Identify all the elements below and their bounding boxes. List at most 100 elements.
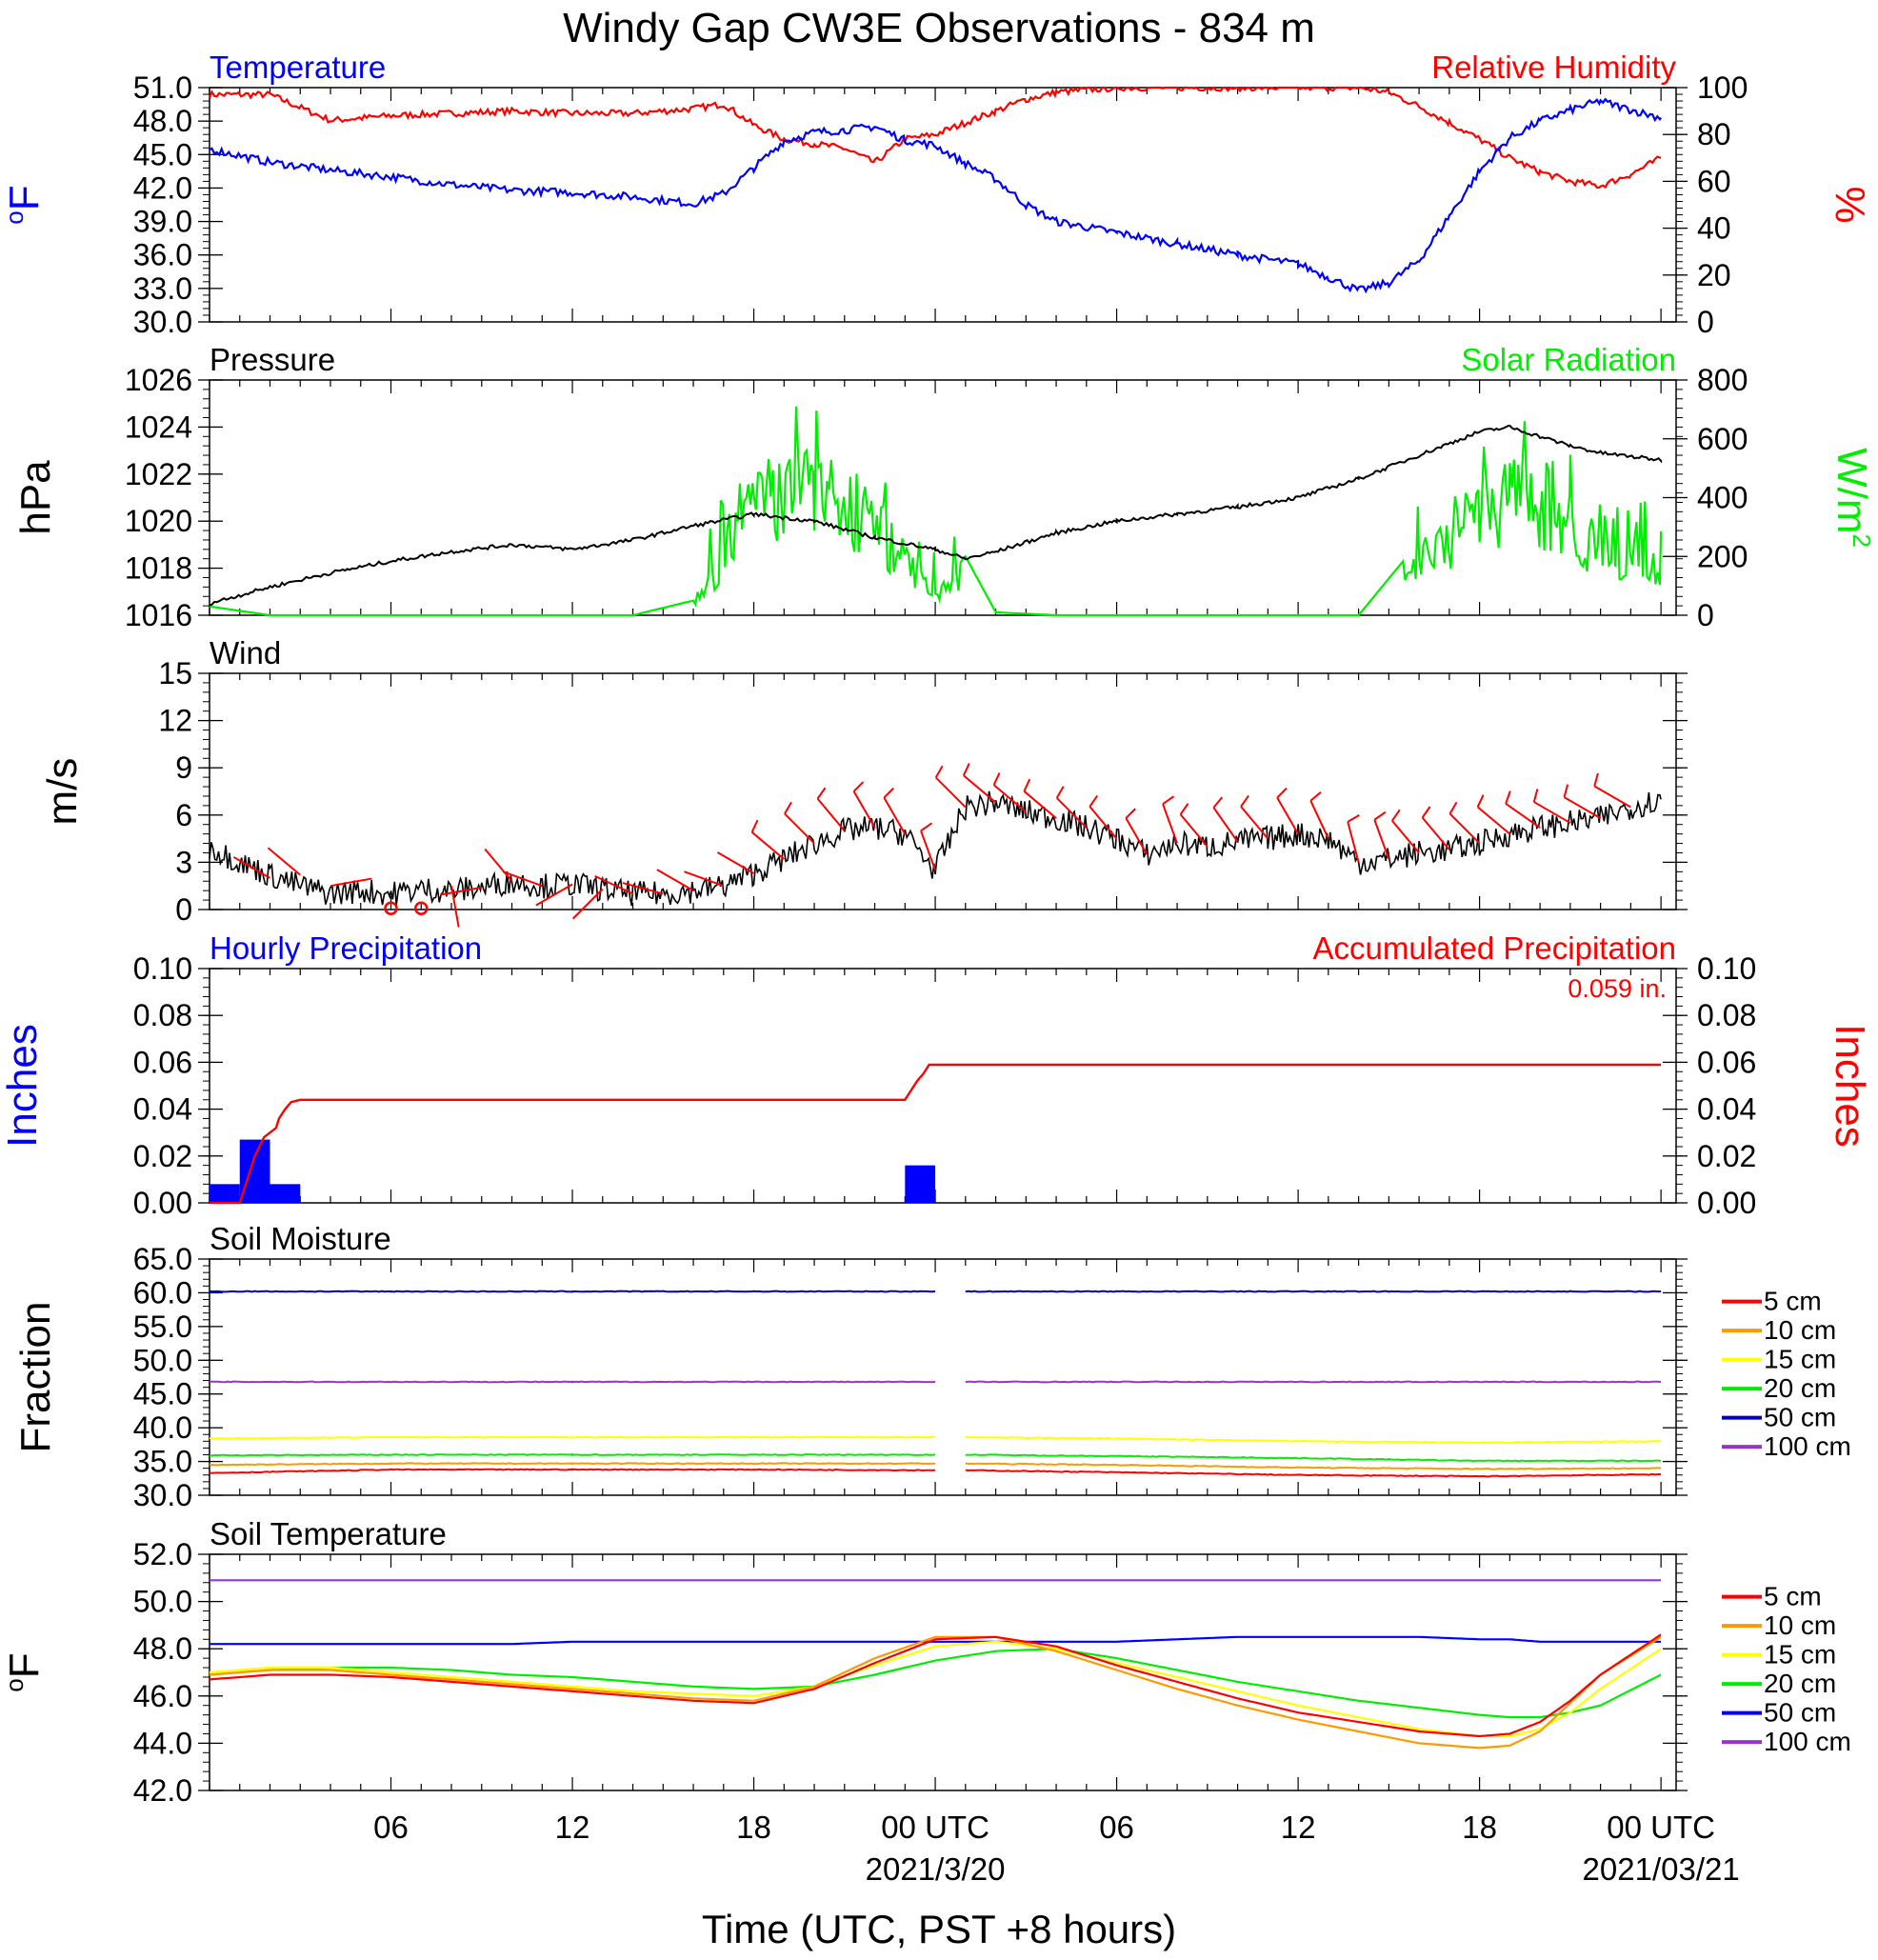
wind-barb — [656, 869, 694, 892]
legend-label: 5 cm — [1764, 1582, 1822, 1611]
wind-barb — [330, 877, 372, 888]
y-tick-label: 48.0 — [133, 104, 192, 138]
wind-barb-feather — [1309, 790, 1322, 802]
y2-tick-label: 0.06 — [1697, 1045, 1756, 1079]
plot-frame — [209, 1553, 1677, 1791]
y-tick-label: 45.0 — [133, 1377, 192, 1411]
wind-barb-feather — [1023, 778, 1031, 792]
y-tick-label: 46.0 — [133, 1679, 192, 1713]
series-accumulated-precip — [210, 1063, 1662, 1205]
wind-barb — [992, 784, 1027, 813]
wind-barb — [934, 776, 967, 809]
y2-tick-label: 0.10 — [1697, 951, 1756, 986]
y-axis-label-left: oF — [0, 1652, 48, 1691]
wind-barb-feather — [1593, 772, 1599, 787]
y-axis-label-right: W/m2 — [1828, 448, 1876, 548]
x-date-label: 2021/03/21 — [1583, 1851, 1740, 1887]
y-tick-label: 36.0 — [133, 238, 192, 272]
y2-tick-label: 60 — [1697, 164, 1731, 198]
y-tick-label: 33.0 — [133, 271, 192, 306]
x-axis: 06 12 18 00 UTC 2021/3/20 06 12 18 00 UTC 2021/03… — [373, 1810, 1740, 1887]
series-soil-moisture-100cm — [209, 1380, 1662, 1384]
wind-barb-calm — [414, 901, 429, 915]
wind-barb — [1373, 819, 1390, 860]
wind-barb — [1421, 816, 1450, 850]
legend-label: 15 cm — [1764, 1345, 1836, 1374]
y2-tick-label: 0 — [1697, 598, 1714, 632]
wind-barb — [750, 831, 785, 860]
legend-label: 20 cm — [1764, 1373, 1836, 1403]
hourly-precip-bar — [270, 1184, 301, 1203]
legend-label: 50 cm — [1764, 1698, 1836, 1728]
wind-barb-feather — [816, 787, 827, 800]
panel-title-left: Wind — [210, 635, 281, 670]
x-tick-label: 12 — [555, 1810, 590, 1845]
wind-barb — [1056, 797, 1088, 829]
y-axis-label-left: Inches — [0, 1024, 46, 1148]
plot-frame — [209, 968, 1677, 1204]
wind-barb-feather — [1421, 806, 1431, 819]
y2-tick-label: 600 — [1697, 422, 1748, 456]
y-tick-label: 42.0 — [133, 170, 192, 205]
y-tick-label: 50.0 — [133, 1585, 192, 1619]
y-axis-label-left: Fraction — [12, 1302, 59, 1453]
y-tick-label: 0.02 — [133, 1139, 192, 1173]
wind-barb — [1391, 820, 1420, 854]
y-tick-label: 40.0 — [133, 1410, 192, 1445]
y-tick-label: 30.0 — [133, 305, 192, 339]
y-tick-label: 0.00 — [133, 1186, 192, 1220]
y2-tick-label: 80 — [1697, 117, 1731, 151]
wind-barb-feather — [852, 781, 865, 792]
panel-title-right: Accumulated Precipitation — [1312, 930, 1676, 966]
y-tick-label: 35.0 — [133, 1445, 192, 1479]
series-soil-moisture-15cm — [209, 1435, 1662, 1444]
hourly-precip-bar — [239, 1139, 270, 1203]
x-tick-label: 06 — [1099, 1810, 1134, 1845]
wind-barb-feather — [1373, 810, 1387, 821]
x-axis-label: Time (UTC, PST +8 hours) — [702, 1907, 1176, 1951]
x-tick-label: 12 — [1281, 1810, 1316, 1845]
y-tick-label: 44.0 — [133, 1726, 192, 1760]
panel-title-left: Soil Temperature — [210, 1516, 447, 1551]
wind-barb-feather — [1563, 784, 1569, 798]
y-tick-label: 39.0 — [133, 205, 192, 239]
wind-barb — [1089, 806, 1118, 840]
wind-barb-feather — [1347, 814, 1360, 823]
y2-tick-label: 800 — [1697, 363, 1748, 397]
wind-barb — [1533, 801, 1571, 824]
y-axis-label-right: % — [1827, 186, 1873, 223]
wind-barb-feather — [1505, 790, 1511, 805]
series-relative-humidity — [208, 86, 1662, 190]
wind-barb — [1179, 813, 1209, 848]
wind-barb-feather — [1240, 794, 1249, 808]
wind-barb-feather — [750, 819, 759, 833]
wind-barb — [1505, 802, 1541, 829]
wind-barb — [622, 882, 664, 895]
wind-barb — [1162, 803, 1179, 844]
wind-barb-feather — [1391, 809, 1401, 822]
wind-barb-feather — [920, 822, 933, 832]
y2-tick-label: 40 — [1697, 211, 1731, 246]
series-soil-moisture-10cm — [210, 1462, 1662, 1470]
x-date-label: 2021/3/20 — [866, 1851, 1006, 1887]
series-solar-radiation — [209, 406, 1663, 617]
y-tick-label: 51.0 — [133, 70, 192, 105]
wind-barb — [502, 870, 543, 888]
wind-barb — [1023, 790, 1057, 819]
y-tick-label: 60.0 — [133, 1275, 192, 1310]
legend-label: 20 cm — [1764, 1669, 1836, 1698]
wind-barb-feather — [1212, 796, 1224, 809]
y-axis-label-left: m/s — [39, 758, 86, 826]
y-tick-label: 1026 — [125, 363, 192, 397]
y-tick-label: 0 — [175, 892, 192, 927]
plot-frame — [209, 87, 1677, 323]
legend-label: 100 cm — [1764, 1727, 1851, 1756]
y-tick-label: 42.0 — [133, 1773, 192, 1808]
wind-barb-feather — [1125, 808, 1136, 819]
x-tick-label: 18 — [1462, 1810, 1497, 1845]
y2-tick-label: 0.08 — [1697, 998, 1756, 1032]
y2-tick-label: 200 — [1697, 539, 1748, 573]
wind-barb — [484, 848, 513, 882]
wind-barb — [571, 888, 604, 920]
wind-barb — [1309, 800, 1329, 840]
